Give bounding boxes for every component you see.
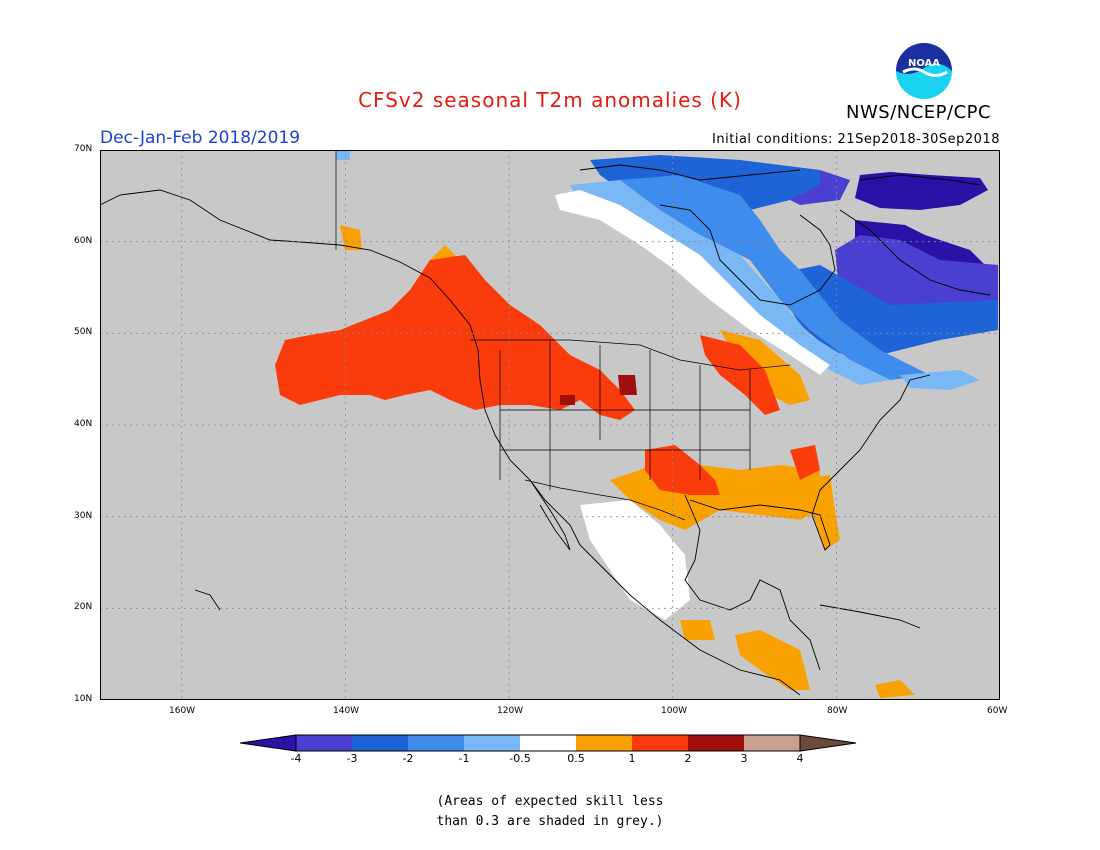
- colorbar: [240, 734, 857, 752]
- warm-region-moderate: [645, 445, 720, 495]
- lat-label: 40N: [74, 419, 93, 429]
- colorbar-tick-label: 1: [628, 752, 636, 765]
- warm-region-moderate: [275, 255, 635, 420]
- arctic-islands: [579, 164, 801, 181]
- colorbar-cell: [632, 735, 688, 751]
- warm-region-light: [800, 475, 840, 550]
- lon-label: 60W: [987, 706, 1008, 716]
- neutral-band: [555, 190, 830, 375]
- baja-coastline: [529, 479, 571, 551]
- colorbar-tick-label: -4: [290, 752, 302, 765]
- greenland-edge: [859, 174, 981, 186]
- colorbar-cell: [576, 735, 632, 751]
- colorbar-tick-label: -3: [346, 752, 358, 765]
- colorbar-cell: [688, 735, 744, 751]
- warm-region-moderate: [700, 335, 780, 415]
- skill-footnote: (Areas of expected skill less than 0.3 a…: [400, 792, 700, 832]
- lat-label: 60N: [74, 236, 93, 246]
- anomaly-shading: [275, 150, 998, 698]
- anomaly-map: [100, 150, 1000, 700]
- us-gulf-coast: [689, 374, 931, 551]
- warm-region-light: [875, 680, 915, 698]
- lon-label: 80W: [827, 706, 848, 716]
- colorbar-tick-label: 4: [796, 752, 804, 765]
- colorbar-cell: [799, 734, 857, 752]
- warm-region-light: [680, 620, 715, 640]
- footnote-line-1: (Areas of expected skill less: [436, 794, 664, 809]
- cold-region-strong: [855, 172, 988, 210]
- organization-label: NWS/NCEP/CPC: [846, 102, 992, 123]
- lat-label: 10N: [74, 694, 93, 704]
- footnote-line-2: than 0.3 are shaded in grey.): [436, 814, 664, 829]
- us-state-lines: [499, 340, 751, 490]
- lat-label: 70N: [74, 144, 93, 154]
- cold-region-light: [620, 175, 930, 380]
- graticule: [100, 150, 1000, 700]
- warm-region-light: [735, 630, 810, 690]
- cold-region-pale: [336, 150, 350, 160]
- warm-region-light: [340, 225, 362, 250]
- warm-region-strong: [618, 375, 637, 395]
- colorbar-cell: [296, 735, 352, 751]
- us-canada-border: [335, 150, 791, 371]
- colorbar-cell: [520, 735, 576, 751]
- colorbar-tick-label: 2: [684, 752, 692, 765]
- colorbar-cell: [464, 735, 520, 751]
- cold-region-medium: [835, 235, 998, 315]
- warm-region-strong: [560, 395, 575, 405]
- lat-label: 20N: [74, 602, 93, 612]
- lon-label: 100W: [661, 706, 688, 716]
- colorbar-cell: [240, 734, 297, 752]
- colorbar-tick-label: -2: [402, 752, 414, 765]
- lon-label: 160W: [169, 706, 196, 716]
- lon-label: 120W: [497, 706, 524, 716]
- lon-label: 140W: [333, 706, 360, 716]
- neutral-band: [580, 500, 690, 620]
- lat-label: 50N: [74, 327, 93, 337]
- map-title: CFSv2 seasonal T2m anomalies (K): [358, 88, 742, 112]
- us-mexico-border: [524, 479, 686, 521]
- hawaii: [194, 589, 221, 611]
- colorbar-cell: [744, 735, 800, 751]
- colorbar-tick-label: -0.5: [509, 752, 531, 765]
- hudson-bay: [659, 204, 836, 306]
- colorbar-cell: [352, 735, 408, 751]
- season-label: Dec-Jan-Feb 2018/2019: [100, 128, 301, 148]
- lat-label: 30N: [74, 511, 93, 521]
- initial-conditions-label: Initial conditions: 21Sep2018-30Sep2018: [712, 132, 1000, 147]
- pacific-coastline: [100, 189, 801, 696]
- noaa-logo: NOAA: [896, 43, 952, 99]
- colorbar-tick-label: 0.5: [567, 752, 585, 765]
- colorbar-tick-label: -1: [458, 752, 470, 765]
- political-boundaries: [335, 150, 791, 521]
- colorbar-cell: [408, 735, 464, 751]
- logo-text: NOAA: [908, 58, 940, 69]
- gulf-coastline: [684, 494, 821, 671]
- labrador-coast: [839, 209, 991, 296]
- warm-region-moderate: [790, 445, 820, 480]
- colorbar-tick-label: 3: [740, 752, 748, 765]
- cold-region-pale: [900, 370, 980, 390]
